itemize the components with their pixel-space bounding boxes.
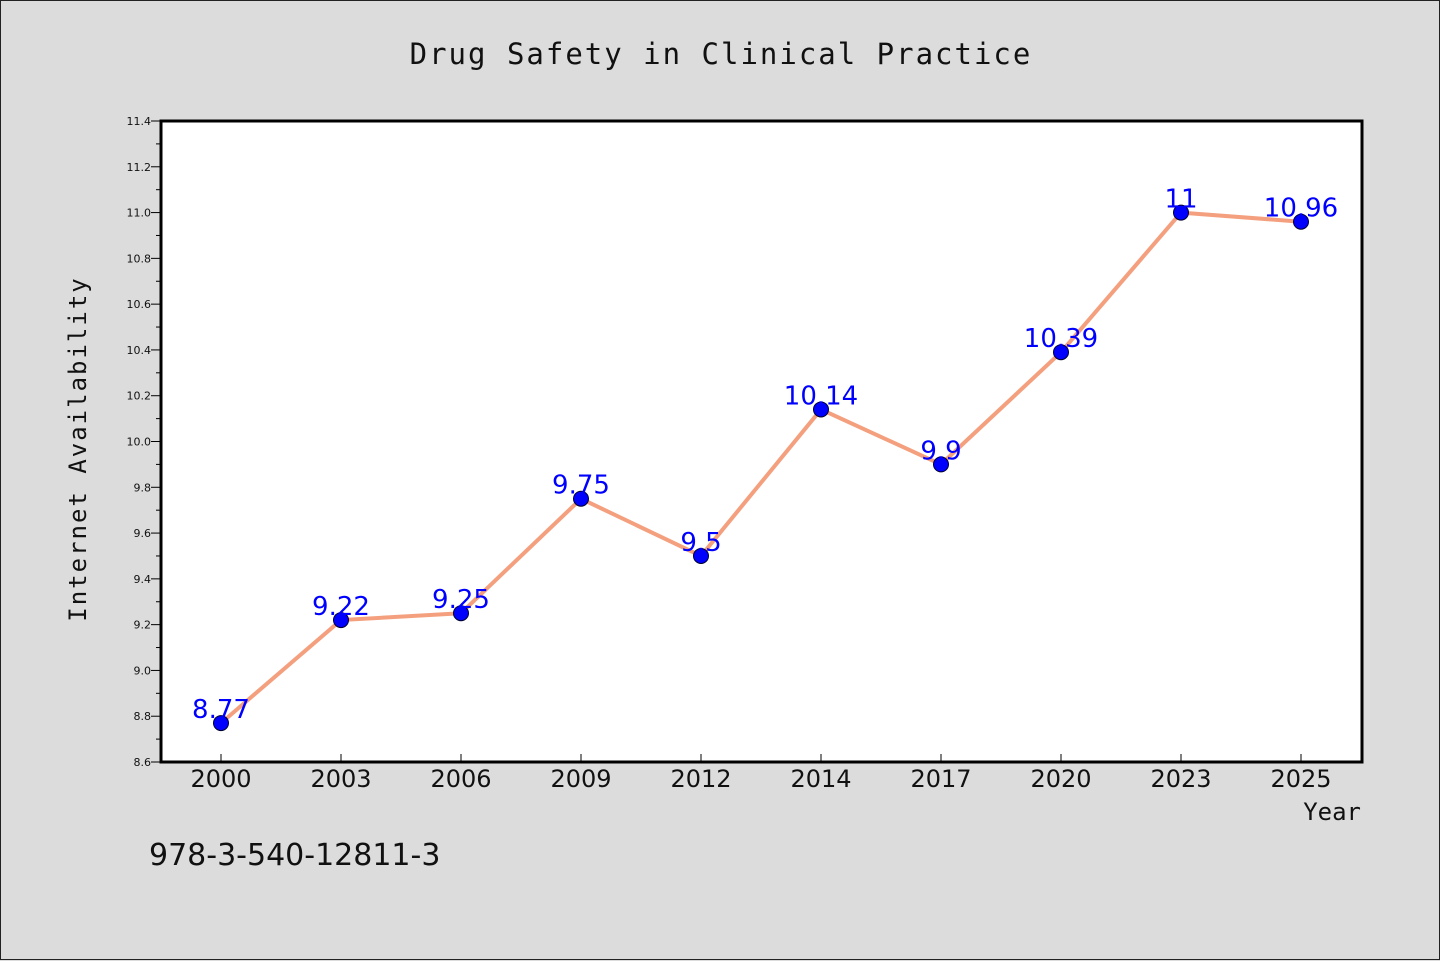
x-tick-label: 2000 [190,765,251,793]
y-axis-ticks: 8.6 8.8 9.0 9.2 9.4 9.6 9.8 10.0 10.2 10.4 10.6 10.… [127,115,161,769]
y-tick-label: 11.0 [127,207,152,220]
isbn-text: 978-3-540-12811-3 [149,838,440,873]
series-layer: 8.77 9.22 9.25 9.75 9.5 10.14 9.9 10.39 11 10.96 [192,185,1338,732]
data-label: 9.5 [680,528,721,558]
x-tick-label: 2009 [550,765,611,793]
y-tick-label: 9.2 [134,619,152,632]
data-point [573,490,589,507]
data-label: 9.75 [552,471,610,501]
y-tick-label: 10.6 [127,298,152,311]
y-axis-label: Internet Availability [64,276,92,621]
y-tick-label: 9.8 [134,481,152,494]
x-tick-label: 2003 [310,765,371,793]
data-label: 9.9 [920,436,961,466]
x-tick-label: 2014 [790,765,851,793]
y-tick-label: 10.2 [127,390,152,403]
x-tick-label: 2023 [1150,765,1211,793]
y-tick-label: 8.6 [134,756,152,769]
y-tick-label: 10.8 [127,252,152,265]
data-point [813,401,829,418]
data-label: 9.25 [432,585,490,615]
x-tick-label: 2012 [670,765,731,793]
y-tick-label: 9.0 [134,664,152,677]
plot-area [159,119,1364,764]
series-line [219,210,1302,725]
data-point [1053,344,1069,361]
data-label: 9.22 [312,592,370,622]
data-label: 10.96 [1264,194,1338,224]
y-tick-label: 9.6 [134,527,152,540]
data-label: 11 [1164,185,1197,215]
y-tick-label: 11.2 [127,161,152,174]
x-tick-label: 2025 [1270,765,1331,793]
chart-title: Drug Safety in Clinical Practice [410,37,1033,71]
data-point [1173,204,1189,221]
y-tick-label: 10.4 [127,344,152,357]
data-point [333,612,349,629]
data-point [693,547,709,564]
x-axis-label: Year [1303,798,1361,826]
data-label: 10.39 [1024,324,1098,354]
x-tick-label: 2020 [1030,765,1091,793]
x-tick-label: 2006 [430,765,491,793]
data-label: 8.77 [192,695,250,725]
data-label: 10.14 [784,381,858,411]
data-point [1293,213,1309,230]
data-point [213,715,229,732]
data-point [453,605,469,622]
x-axis-ticks: 2000 2003 2006 2009 2012 2014 2017 2020 2023 2025 [190,754,1332,793]
y-tick-label: 11.4 [127,115,152,128]
data-point [933,456,949,473]
y-tick-label: 10.0 [127,436,152,449]
y-tick-label: 8.8 [134,710,152,723]
y-tick-label: 9.4 [134,573,152,586]
x-tick-label: 2017 [910,765,971,793]
